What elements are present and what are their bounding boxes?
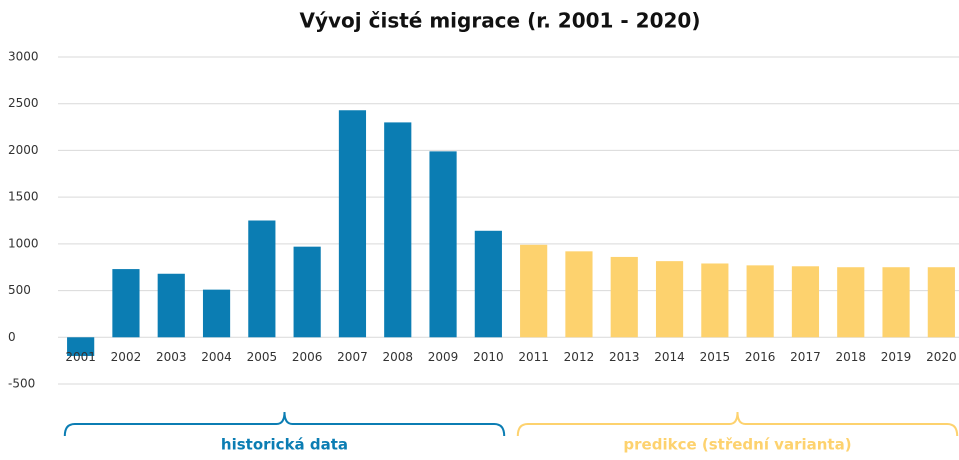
bar	[927, 267, 955, 338]
bar	[293, 246, 321, 338]
bar	[520, 244, 548, 338]
bracket	[63, 411, 506, 437]
legend-label: historická data	[221, 436, 348, 454]
y-tick-label: 0	[8, 330, 16, 344]
y-tick-label: 3000	[8, 50, 39, 64]
bar	[610, 256, 638, 338]
bar	[157, 273, 185, 338]
y-tick-label: 1000	[8, 236, 39, 250]
bar	[882, 267, 910, 338]
x-tick-label: 2009	[428, 350, 459, 364]
x-tick-label: 2002	[111, 350, 142, 364]
x-tick-label: 2008	[382, 350, 413, 364]
bar	[338, 110, 367, 338]
bar	[474, 230, 502, 338]
bar	[202, 289, 231, 338]
x-tick-label: 2001	[65, 350, 96, 364]
bar	[655, 261, 684, 338]
x-tick-label: 2013	[609, 350, 640, 364]
bar	[384, 122, 412, 338]
bar	[837, 267, 865, 338]
x-tick-label: 2015	[700, 350, 731, 364]
x-tick-label: 2011	[518, 350, 549, 364]
bar	[248, 220, 276, 338]
x-tick-label: 2014	[654, 350, 685, 364]
x-tick-label: 2003	[156, 350, 187, 364]
x-tick-label: 2012	[564, 350, 595, 364]
bar	[429, 151, 457, 338]
bracket	[516, 411, 959, 437]
x-tick-label: 2019	[881, 350, 912, 364]
bar	[112, 269, 140, 338]
y-tick-label: 2500	[8, 96, 39, 110]
x-tick-label: 2006	[292, 350, 323, 364]
bar	[565, 251, 593, 338]
legend-label: predikce (střední varianta)	[623, 436, 851, 454]
chart-title: Vývoj čisté migrace (r. 2001 - 2020)	[300, 9, 701, 33]
x-tick-label: 2004	[201, 350, 232, 364]
y-tick-label: 500	[8, 283, 31, 297]
bar	[791, 266, 820, 338]
x-tick-label: 2017	[790, 350, 821, 364]
bar	[701, 263, 729, 338]
x-tick-label: 2018	[835, 350, 866, 364]
x-tick-label: 2005	[247, 350, 278, 364]
x-tick-label: 2016	[745, 350, 776, 364]
y-tick-label: 2000	[8, 143, 39, 157]
x-tick-label: 2010	[473, 350, 504, 364]
bar	[746, 265, 774, 338]
bar	[67, 337, 95, 356]
y-tick-label: 1500	[8, 190, 39, 204]
y-tick-label: -500	[8, 377, 35, 391]
x-tick-label: 2020	[926, 350, 957, 364]
x-tick-label: 2007	[337, 350, 368, 364]
